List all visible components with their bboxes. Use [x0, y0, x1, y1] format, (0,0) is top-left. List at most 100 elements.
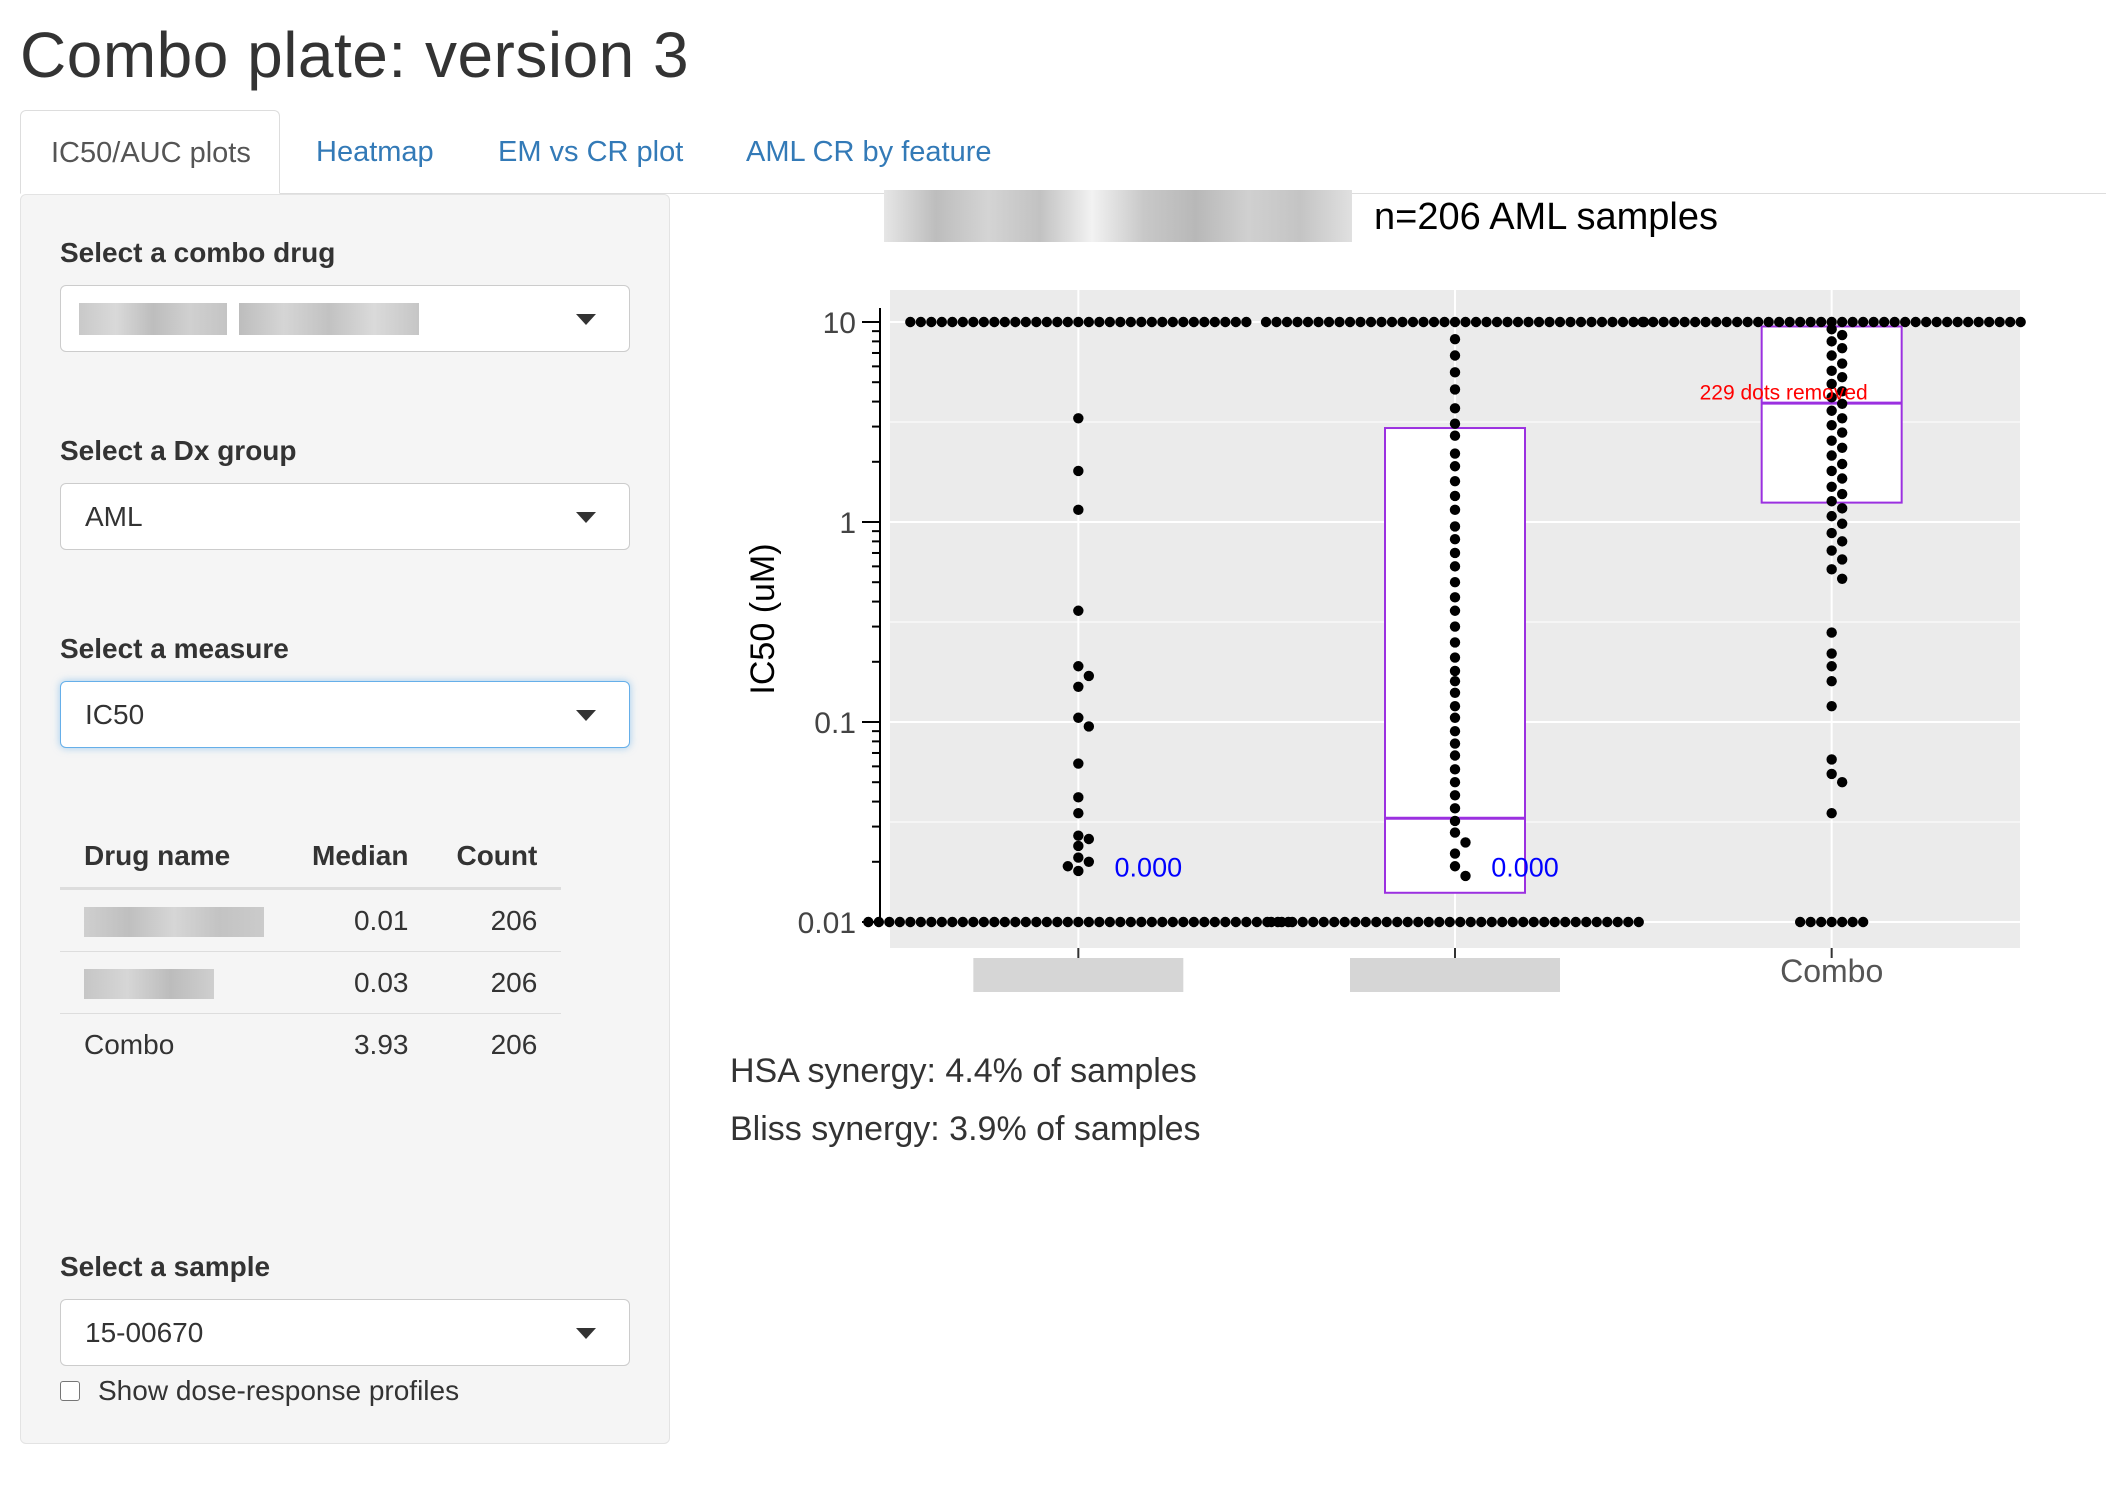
data-point	[926, 916, 937, 928]
data-point	[1062, 916, 1074, 928]
data-point	[1581, 916, 1592, 928]
data-point	[1637, 316, 1648, 328]
hsa-synergy-text: HSA synergy: 4.4% of samples	[730, 1052, 1197, 1090]
tab-em-vs-cr-plot[interactable]: EM vs CR plot	[498, 136, 684, 168]
tab-aml-cr-by-feature[interactable]: AML CR by feature	[746, 136, 992, 168]
table-cell-drug: Combo	[84, 1028, 175, 1060]
data-point	[1826, 768, 1837, 780]
combo-drug-select[interactable]	[60, 285, 630, 352]
sample-select[interactable]: 15-00670	[60, 1299, 630, 1366]
data-point	[968, 916, 979, 928]
data-point	[1073, 504, 1084, 516]
data-point	[1199, 316, 1210, 328]
data-point	[1826, 465, 1837, 477]
redacted-x-label	[1350, 958, 1560, 992]
checkbox-box[interactable]	[60, 1381, 80, 1401]
data-point	[1455, 916, 1466, 928]
data-point	[1826, 675, 1837, 687]
data-point	[1460, 316, 1471, 328]
data-point	[1083, 856, 1095, 867]
data-point	[1376, 316, 1387, 328]
data-point	[884, 916, 895, 928]
data-point	[1449, 384, 1461, 395]
data-point	[1465, 916, 1476, 928]
data-point	[1073, 792, 1084, 803]
data-point	[1596, 316, 1608, 328]
data-point	[1449, 803, 1461, 814]
data-point	[999, 316, 1011, 328]
dx-group-select[interactable]: AML	[60, 483, 630, 550]
data-point	[1470, 316, 1482, 328]
data-point	[1209, 316, 1221, 328]
data-point	[1983, 316, 1995, 328]
data-point	[1241, 316, 1252, 328]
data-point	[1836, 371, 1848, 383]
y-tick-label: 1	[839, 507, 856, 540]
data-point	[1836, 488, 1848, 500]
sidebar-panel: Select a combo drug Select a Dx group AM…	[20, 194, 670, 1444]
data-point	[1826, 316, 1837, 328]
data-point	[1136, 316, 1147, 328]
data-point	[1502, 316, 1513, 328]
tab-ic50-auc-plots[interactable]: IC50/AUC plots	[20, 110, 280, 194]
data-point	[1392, 916, 1403, 928]
data-point	[1260, 316, 1272, 328]
summary-table: Drug name Median Count 0.01 206 0.03 206…	[60, 825, 562, 1076]
col-header-count: Count	[432, 825, 562, 890]
data-point	[1539, 916, 1550, 928]
data-point	[1323, 316, 1335, 328]
data-point	[1386, 316, 1398, 328]
ic50-dotplot-chart: 0.000 0.000 229 dots removed 10 1 0.1 0.01 Co…	[744, 290, 2026, 992]
y-tick-label: 0.1	[814, 707, 856, 740]
dose-response-checkbox[interactable]: Show dose-response profiles	[60, 1375, 459, 1407]
data-point	[1083, 833, 1095, 845]
data-point	[1449, 461, 1461, 472]
data-point	[1329, 916, 1340, 928]
data-point	[915, 316, 927, 328]
measure-select[interactable]: IC50	[60, 681, 630, 748]
data-point	[1952, 316, 1963, 328]
data-point	[1460, 837, 1471, 848]
data-point	[1220, 916, 1231, 928]
data-point	[978, 916, 990, 928]
data-point	[1549, 916, 1560, 928]
data-point	[1889, 316, 1900, 328]
data-point	[1647, 316, 1659, 328]
data-point	[1920, 316, 1932, 328]
annotation-layer: 0.000 0.000 229 dots removed	[1115, 381, 1868, 882]
data-point	[1230, 916, 1242, 928]
data-point	[1449, 592, 1461, 603]
data-point	[1607, 316, 1618, 328]
data-point	[1763, 316, 1774, 328]
data-point	[1439, 316, 1450, 328]
data-point	[1679, 316, 1690, 328]
data-point	[1188, 316, 1200, 328]
data-point	[1449, 675, 1461, 687]
data-point	[1612, 916, 1623, 928]
data-point	[1062, 316, 1074, 328]
data-point	[1020, 316, 1032, 328]
chevron-down-icon	[576, 512, 596, 523]
data-point	[894, 916, 906, 928]
data-point	[1847, 916, 1858, 928]
table-cell-count: 206	[490, 1028, 538, 1060]
tab-heatmap[interactable]: Heatmap	[316, 136, 434, 168]
data-point	[1931, 316, 1942, 328]
data-point	[1449, 504, 1461, 516]
data-point	[1073, 807, 1084, 819]
group-value-annotation: 0.000	[1491, 853, 1559, 883]
data-point	[936, 916, 948, 928]
data-point	[1973, 316, 1984, 328]
data-point	[1360, 916, 1371, 928]
table-cell-median: 3.93	[353, 1028, 409, 1060]
data-point	[1449, 521, 1461, 532]
data-point	[978, 316, 990, 328]
data-point	[1276, 916, 1287, 928]
data-point	[1031, 316, 1042, 328]
data-point	[1794, 316, 1806, 328]
data-point	[1449, 621, 1461, 632]
data-point	[1710, 316, 1722, 328]
table-row: Combo 3.93 206	[60, 1014, 561, 1076]
data-point	[1339, 916, 1350, 928]
data-point	[1826, 916, 1837, 928]
